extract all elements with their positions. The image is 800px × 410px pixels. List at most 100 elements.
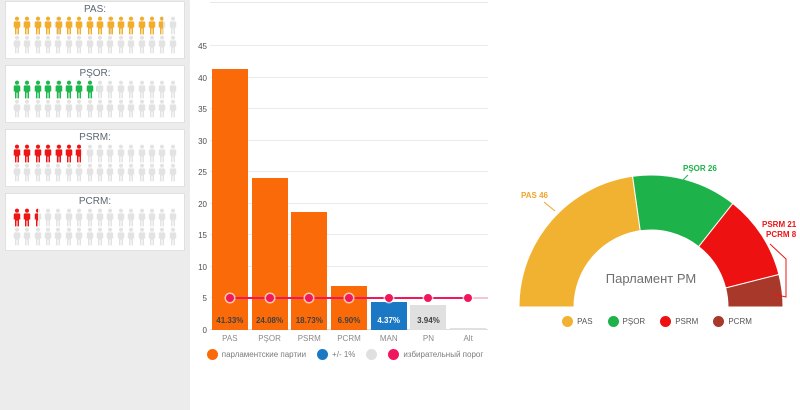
person-seat-icon [22, 208, 32, 227]
y-axis-label: 45 [198, 42, 207, 51]
person-seat-icon-fill [53, 80, 63, 99]
legend-item[interactable]: +/- 1% [317, 349, 355, 360]
person-seat-icon [12, 99, 22, 118]
person-seat-icon [64, 208, 74, 227]
person-seat-icon [95, 208, 105, 227]
gridline [210, 45, 488, 46]
person-seat-icon [64, 80, 74, 99]
person-seat-icon [126, 208, 136, 227]
person-seat-icon [95, 163, 105, 182]
bar-chart-legend: парламентские партии +/- 1% избирательный … [190, 349, 500, 360]
legend-item[interactable]: PSRM [660, 316, 698, 327]
gauge-leader-PSOR [680, 174, 689, 183]
threshold-dot [225, 294, 234, 303]
person-seat-icon [95, 227, 105, 246]
bar[interactable] [370, 302, 407, 330]
person-seat-icon [157, 144, 167, 163]
legend-dot [388, 349, 400, 360]
person-seat-icon-fill [64, 144, 74, 163]
y-axis-label: 0 [202, 326, 207, 335]
seat-icon-row [6, 99, 184, 118]
y-axis-label: 20 [198, 199, 207, 209]
person-seat-icon [85, 80, 95, 99]
person-seat-icon [105, 163, 115, 182]
gauge-center-title: Парламент РМ [605, 271, 697, 286]
person-seat-icon-fill [12, 208, 22, 227]
person-seat-icon-fill [126, 16, 136, 35]
person-seat-icon [85, 16, 95, 35]
person-seat-icon [85, 208, 95, 227]
person-seat-icon-fill [33, 144, 43, 163]
person-seat-icon [126, 80, 136, 99]
bar[interactable] [450, 328, 487, 330]
person-seat-icon [168, 16, 178, 35]
person-seat-icon-fill [74, 16, 84, 35]
threshold-dot [345, 294, 353, 303]
person-seat-icon [147, 80, 157, 99]
person-seat-icon [43, 144, 53, 163]
y-axis-label: 40 [198, 73, 207, 83]
legend-item[interactable]: PCRM [713, 316, 752, 327]
person-seat-icon [147, 35, 157, 54]
person-seat-icon [147, 227, 157, 246]
seat-icon-row [6, 227, 184, 246]
bar[interactable] [211, 69, 248, 330]
x-axis-label: PSRM [297, 334, 321, 343]
seat-icon-row [6, 16, 184, 35]
person-seat-icon [33, 163, 43, 182]
person-seat-icon [64, 99, 74, 118]
bar[interactable] [410, 305, 447, 330]
person-seat-icon [105, 208, 115, 227]
person-seat-icon [53, 163, 63, 182]
legend-item[interactable]: избирательный порог [388, 349, 483, 360]
bar-chart-plot-area: 41.33% 24.08% 18.73% 6.90% 4.37% 3.94% [210, 2, 488, 330]
threshold-dot [305, 294, 314, 303]
person-seat-icon [126, 16, 136, 35]
person-seat-icon [137, 80, 147, 99]
person-seat-icon [157, 99, 167, 118]
person-seat-icon [12, 80, 22, 99]
gridline [210, 139, 488, 141]
person-seat-icon-fill [22, 80, 32, 99]
person-seat-icon [126, 35, 136, 54]
person-seat-icon [147, 144, 157, 163]
legend-item[interactable]: парламентские партии [206, 349, 306, 360]
gauge-segment-label-PSRM: PSRM 21 [762, 220, 797, 229]
person-seat-icon [85, 227, 95, 246]
person-seat-icon [116, 80, 126, 99]
x-axis-label: Alt [463, 334, 473, 343]
person-seat-icon [137, 163, 147, 182]
bar-chart-x-axis: PAS PŞOR PSRM PCRM MAN PN Alt [210, 334, 488, 344]
person-seat-icon [22, 227, 32, 246]
legend-label: PAS [577, 317, 593, 326]
legend-dot [713, 316, 725, 327]
legend-item[interactable]: PAS [562, 316, 593, 327]
legend-item[interactable]: PŞOR [607, 316, 645, 327]
bar-value-label: 3.94% [417, 316, 440, 325]
gridline [210, 76, 488, 78]
person-seat-icon [157, 208, 167, 227]
gauge-segment-PCRM[interactable] [725, 273, 784, 308]
person-seat-icon [22, 16, 32, 35]
person-seat-icon [74, 99, 84, 118]
person-seat-icon [116, 163, 126, 182]
bar[interactable] [331, 286, 367, 330]
person-seat-icon [43, 227, 53, 246]
bar[interactable] [251, 178, 288, 330]
person-seat-icon [74, 208, 84, 227]
person-seat-icon [74, 80, 84, 99]
legend-item[interactable] [366, 349, 378, 360]
person-seat-icon [126, 144, 136, 163]
person-seat-icon-fill [157, 16, 164, 35]
person-seat-icon-fill [147, 16, 157, 35]
person-seat-icon-fill [95, 16, 105, 35]
person-seat-icon [74, 16, 84, 35]
person-seat-icon [137, 16, 147, 35]
bar[interactable] [291, 211, 328, 330]
legend-label: избирательный порог [403, 350, 484, 359]
person-seat-icon [64, 16, 74, 35]
party-seats-sidebar: PAS: PŞOR: PSRM: PCRM: [0, 0, 190, 410]
y-axis-label: 15 [198, 231, 207, 241]
person-seat-icon [147, 16, 157, 35]
